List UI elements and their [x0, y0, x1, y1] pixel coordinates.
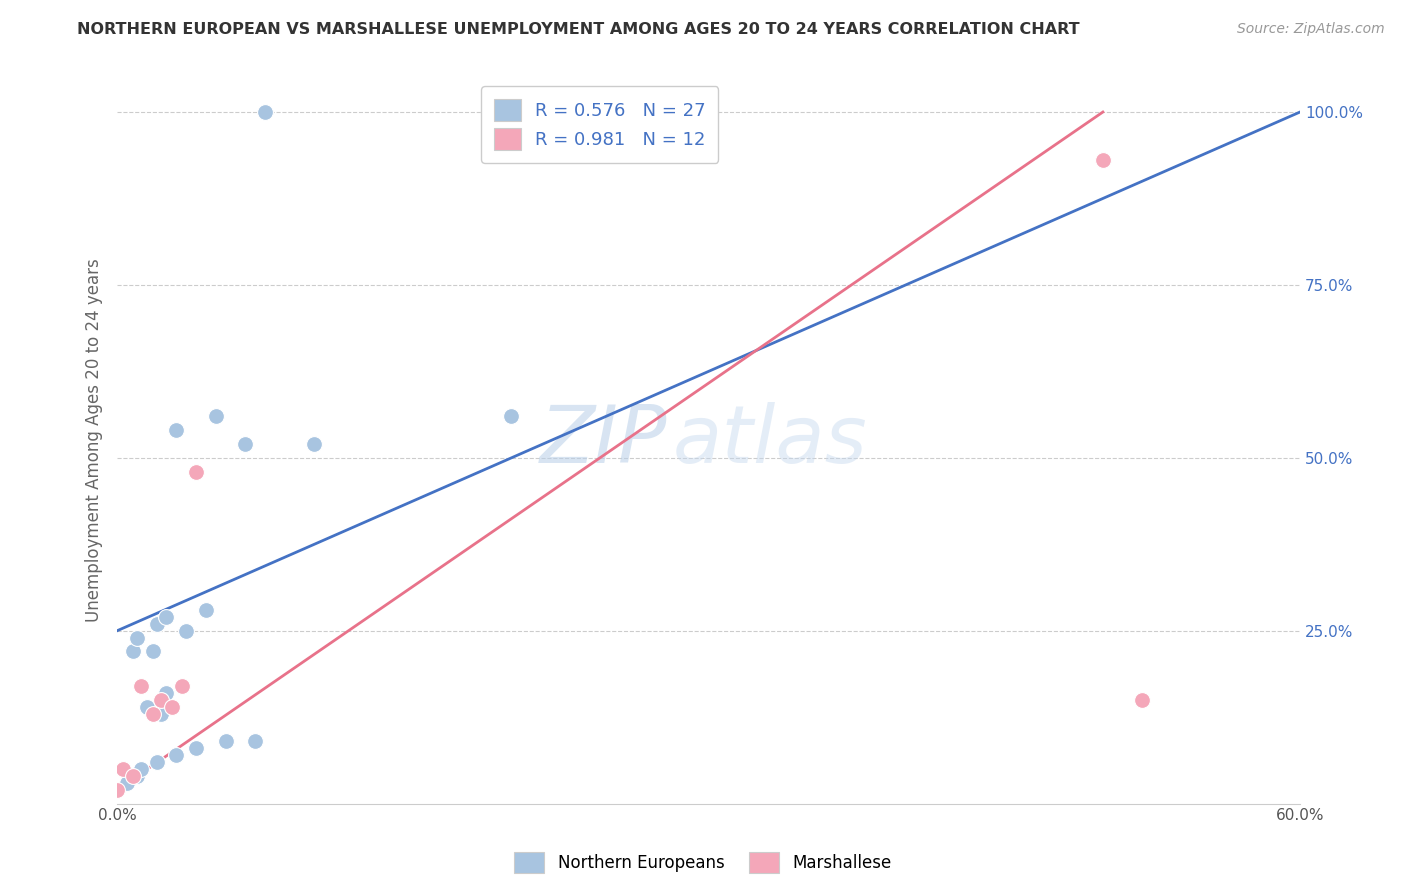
- Point: [304, 437, 326, 451]
- Y-axis label: Unemployment Among Ages 20 to 24 years: Unemployment Among Ages 20 to 24 years: [86, 259, 103, 623]
- Point: [145, 755, 167, 769]
- Point: [145, 616, 167, 631]
- Point: [1091, 153, 1114, 168]
- Point: [1091, 153, 1114, 168]
- Point: [165, 748, 187, 763]
- Point: [214, 734, 236, 748]
- Point: [243, 734, 266, 748]
- Point: [129, 679, 152, 693]
- Point: [697, 105, 720, 120]
- Point: [184, 465, 207, 479]
- Point: [204, 409, 226, 424]
- Point: [155, 686, 177, 700]
- Point: [112, 762, 135, 776]
- Point: [165, 423, 187, 437]
- Point: [129, 762, 152, 776]
- Point: [174, 624, 197, 638]
- Point: [149, 693, 172, 707]
- Point: [162, 699, 184, 714]
- Point: [115, 776, 138, 790]
- Point: [233, 437, 256, 451]
- Point: [105, 782, 128, 797]
- Text: ZIP: ZIP: [540, 401, 668, 480]
- Point: [697, 98, 720, 112]
- Point: [1130, 693, 1153, 707]
- Point: [125, 631, 148, 645]
- Point: [122, 644, 145, 658]
- Point: [142, 706, 165, 721]
- Point: [184, 741, 207, 756]
- Point: [194, 603, 217, 617]
- Legend: R = 0.576   N = 27, R = 0.981   N = 12: R = 0.576 N = 27, R = 0.981 N = 12: [481, 87, 718, 163]
- Point: [501, 409, 523, 424]
- Text: NORTHERN EUROPEAN VS MARSHALLESE UNEMPLOYMENT AMONG AGES 20 TO 24 YEARS CORRELAT: NORTHERN EUROPEAN VS MARSHALLESE UNEMPLO…: [77, 22, 1080, 37]
- Point: [142, 644, 165, 658]
- Point: [254, 105, 277, 120]
- Point: [122, 769, 145, 783]
- Point: [172, 679, 194, 693]
- Point: [149, 706, 172, 721]
- Point: [155, 610, 177, 624]
- Point: [135, 699, 157, 714]
- Point: [105, 782, 128, 797]
- Legend: Northern Europeans, Marshallese: Northern Europeans, Marshallese: [508, 846, 898, 880]
- Point: [125, 769, 148, 783]
- Text: atlas: atlas: [673, 401, 868, 480]
- Text: Source: ZipAtlas.com: Source: ZipAtlas.com: [1237, 22, 1385, 37]
